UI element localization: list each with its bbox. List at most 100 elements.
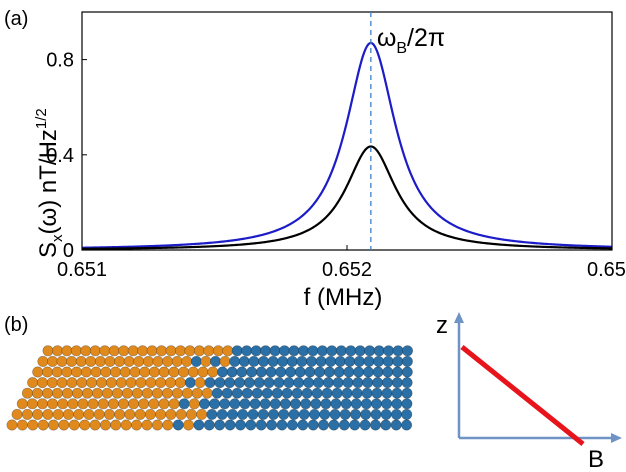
atom: [391, 377, 403, 389]
atom: [301, 387, 313, 399]
atom: [209, 398, 221, 410]
atom: [364, 345, 376, 357]
atom: [217, 366, 229, 378]
z-axis-label: z: [436, 312, 448, 339]
atom: [273, 377, 285, 389]
atom: [77, 398, 89, 410]
atom: [200, 355, 212, 367]
atom: [245, 419, 257, 431]
atom: [196, 408, 208, 420]
atom: [267, 355, 279, 367]
atom: [246, 366, 258, 378]
atom: [178, 398, 190, 410]
atom: [183, 419, 195, 431]
atom: [363, 355, 375, 367]
atom: [66, 355, 78, 367]
atom: [32, 408, 44, 420]
atom: [234, 377, 246, 389]
atom: [231, 387, 243, 399]
atom: [168, 366, 180, 378]
atom: [204, 377, 216, 389]
atom: [36, 377, 48, 389]
atom: [137, 345, 149, 357]
atom: [114, 408, 126, 420]
atom: [251, 387, 263, 399]
atom: [87, 398, 99, 410]
atom: [380, 408, 392, 420]
atom: [131, 419, 143, 431]
atom: [206, 408, 218, 420]
atom: [203, 419, 215, 431]
atom: [121, 387, 133, 399]
atom: [120, 419, 132, 431]
atom: [107, 398, 119, 410]
atom: [194, 377, 206, 389]
panel-b-label: (b): [4, 314, 28, 336]
atom: [401, 366, 413, 378]
atom: [41, 387, 53, 399]
atom: [335, 345, 347, 357]
atom: [127, 345, 139, 357]
y-tick-label: 0.8: [46, 50, 74, 72]
atom: [382, 355, 394, 367]
atom: [339, 408, 351, 420]
atom: [281, 387, 293, 399]
atom: [214, 419, 226, 431]
atom: [226, 366, 238, 378]
atom: [162, 419, 174, 431]
atom: [219, 398, 231, 410]
atom: [276, 419, 288, 431]
atom: [361, 387, 373, 399]
atom: [391, 398, 403, 410]
atom: [193, 419, 205, 431]
atom: [146, 345, 158, 357]
atom: [373, 355, 385, 367]
atom: [321, 387, 333, 399]
atom: [99, 345, 111, 357]
atom: [390, 408, 402, 420]
atom: [110, 419, 122, 431]
atom: [351, 387, 363, 399]
atom: [108, 345, 120, 357]
atom: [331, 387, 343, 399]
atom: [332, 377, 344, 389]
atom: [118, 345, 130, 357]
atom: [401, 387, 413, 399]
atom: [289, 398, 301, 410]
atom: [83, 408, 95, 420]
atom: [145, 377, 157, 389]
atom: [85, 355, 97, 367]
atom: [297, 419, 309, 431]
y-axis-label: Sx(ω) nT/Hz1/2: [33, 108, 66, 258]
atom: [224, 419, 236, 431]
atom: [319, 408, 331, 420]
atom: [114, 355, 126, 367]
atom: [96, 377, 108, 389]
atom: [197, 366, 209, 378]
atom: [372, 366, 384, 378]
atom: [135, 377, 147, 389]
atom: [191, 387, 203, 399]
atom: [42, 345, 54, 357]
atom: [165, 345, 177, 357]
atom: [286, 355, 298, 367]
atom: [6, 419, 18, 431]
atom: [185, 408, 197, 420]
atom: [51, 345, 63, 357]
atom: [67, 398, 79, 410]
atom: [171, 355, 183, 367]
atom: [381, 398, 393, 410]
gradient-line: [460, 345, 585, 446]
atom: [193, 345, 205, 357]
atom: [288, 408, 300, 420]
atom: [42, 408, 54, 420]
atom: [267, 408, 279, 420]
atom: [325, 355, 337, 367]
atom: [334, 355, 346, 367]
atom: [79, 419, 91, 431]
atom: [231, 345, 243, 357]
atom: [350, 398, 362, 410]
atom: [401, 377, 413, 389]
atom: [320, 398, 332, 410]
atom: [297, 345, 309, 357]
